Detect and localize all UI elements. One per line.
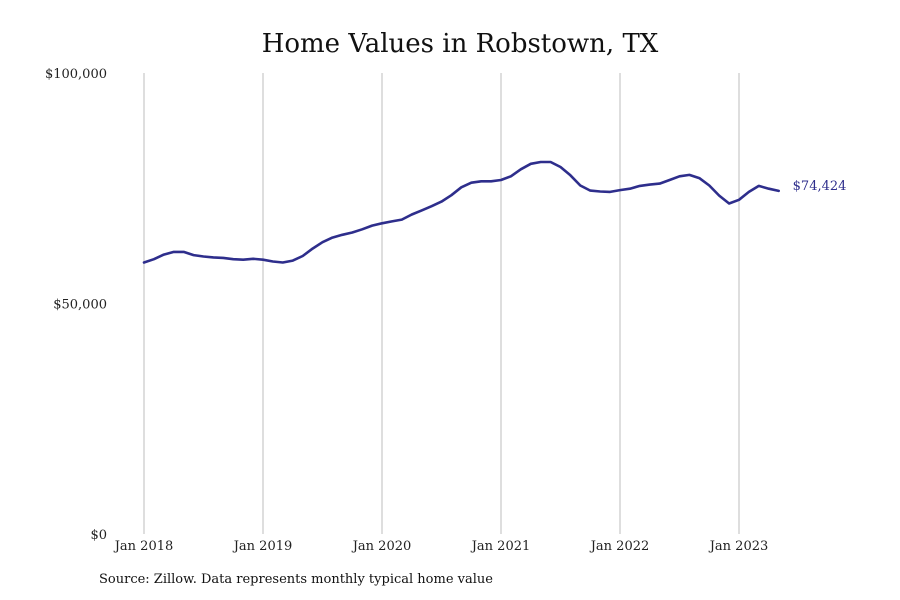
x-tick-label: Jan 2023 bbox=[708, 539, 769, 554]
home-value-line bbox=[142, 160, 780, 264]
chart-title: Home Values in Robstown, TX bbox=[262, 29, 659, 59]
y-tick-label: $0 bbox=[90, 528, 107, 543]
x-tick-label: Jan 2019 bbox=[232, 539, 293, 554]
source-note: Source: Zillow. Data represents monthly … bbox=[99, 572, 493, 587]
y-tick-label: $100,000 bbox=[45, 67, 107, 82]
x-tick-label: Jan 2021 bbox=[470, 539, 531, 554]
grid-lines bbox=[143, 73, 740, 534]
x-axis-ticks: Jan 2018 Jan 2019 Jan 2020 Jan 2021 Jan 2022… bbox=[113, 539, 769, 554]
x-tick-label: Jan 2018 bbox=[113, 539, 174, 554]
y-tick-label: $50,000 bbox=[53, 298, 107, 313]
x-tick-label: Jan 2020 bbox=[351, 539, 412, 554]
latest-value-label: $74,424 bbox=[793, 179, 847, 194]
x-tick-label: Jan 2022 bbox=[589, 539, 650, 554]
y-axis-ticks: $0 $50,000 $100,000 bbox=[45, 67, 107, 543]
